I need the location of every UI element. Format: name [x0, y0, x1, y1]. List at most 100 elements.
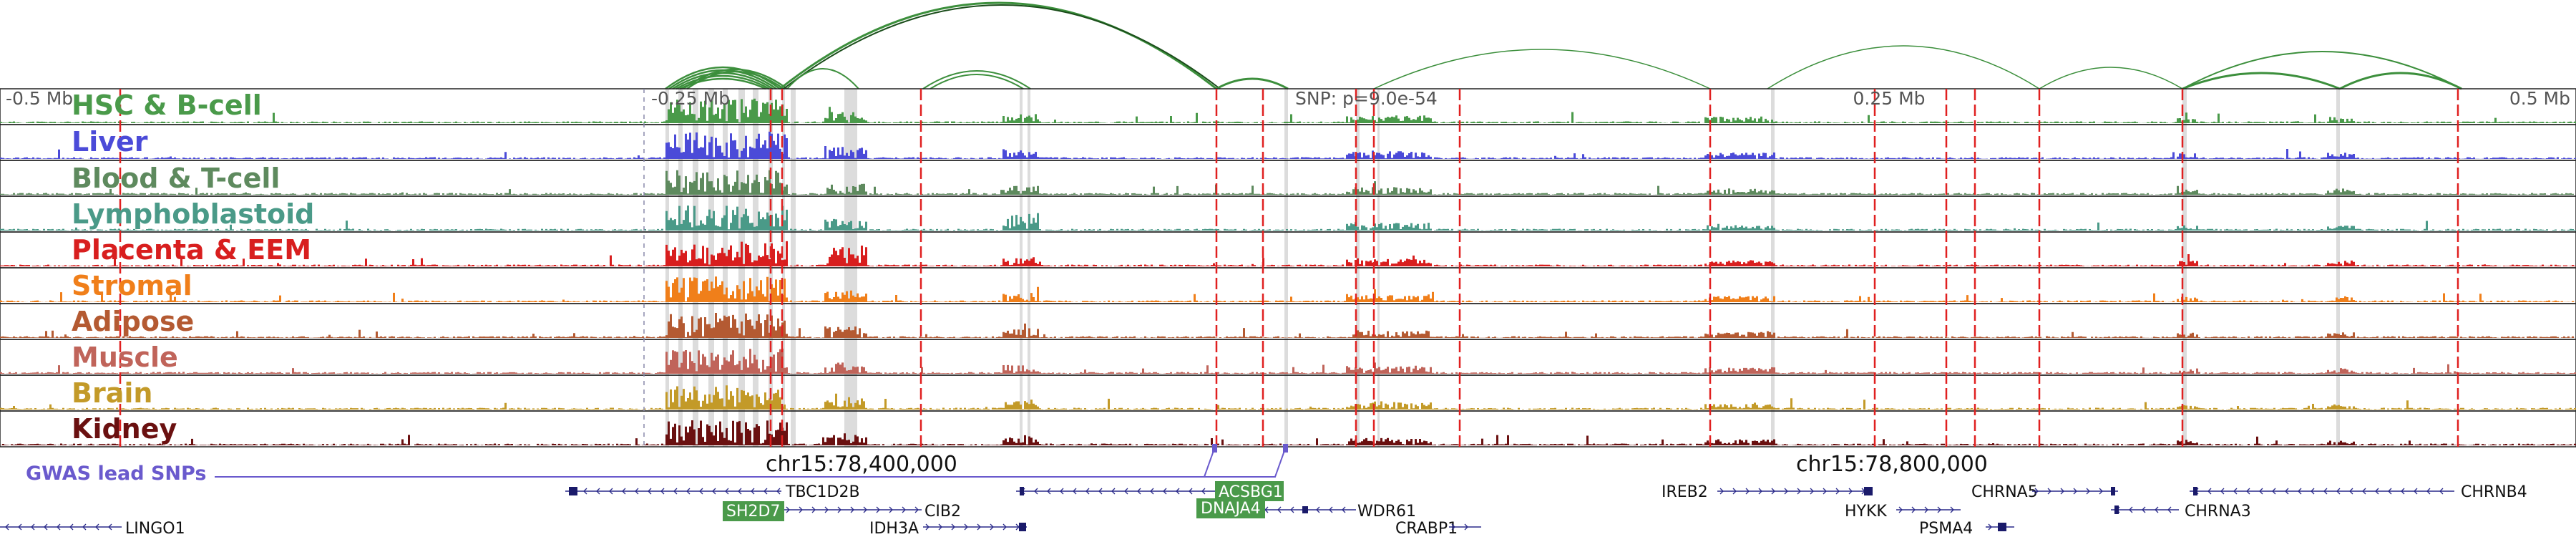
- gene-strand-hykk: [1937, 506, 1941, 513]
- gene-label-hykk: HYKK: [1845, 503, 1887, 521]
- gene-strand-chrnb4: [2375, 488, 2379, 495]
- gene-strand-acsbg1: [1189, 488, 1193, 495]
- gene-strand-cib2: [914, 506, 919, 513]
- interaction-arc-12: [1216, 77, 1289, 90]
- gene-highlight-dnaja4: [1196, 498, 1265, 518]
- gene-strand-chrna5: [2034, 488, 2039, 495]
- gene-strand-chrnb4: [2336, 488, 2341, 495]
- gene-strand-cib2: [786, 506, 790, 513]
- gene-label-chrna5: CHRNA5: [1971, 483, 2038, 501]
- track-label-liver: Liver: [72, 126, 148, 158]
- gene-strand-chrna5: [2086, 488, 2090, 495]
- gene-strand-lingo1: [82, 523, 87, 531]
- coordinate-label-1: chr15:78,400,000: [766, 452, 957, 477]
- gene-strand-tbc1d2b: [738, 488, 742, 495]
- gene-strand-wdr61: [1342, 506, 1346, 513]
- gene-exon-idh3a: [1019, 523, 1026, 531]
- gene-strand-chrna3: [2167, 506, 2172, 513]
- gene-label-tbc1d2b: TBC1D2B: [785, 483, 860, 501]
- gene-strand-idh3a: [925, 523, 930, 531]
- coordinate-labels: chr15:78,400,000 chr15:78,800,000: [766, 452, 1988, 477]
- interaction-arc-7: [779, 1, 1217, 90]
- gene-strand-tbc1d2b: [660, 488, 665, 495]
- gene-exon-ireb2: [1864, 487, 1873, 495]
- gene-strand-cib2: [876, 506, 880, 513]
- gene-strand-acsbg1: [1085, 488, 1090, 495]
- gene-strand-lingo1: [31, 523, 35, 531]
- gene-track: TBC1D2B CIB2 IDH3A WDR61 CRABP1 IREB2 HY…: [0, 481, 2527, 537]
- gene-strand-chrnb4: [2246, 488, 2250, 495]
- gene-strand-idh3a: [964, 523, 968, 531]
- gene-strand-lingo1: [18, 523, 22, 531]
- gene-strand-lingo1: [5, 523, 9, 531]
- gene-exon-tbc1d2b: [569, 487, 577, 495]
- gene-strand-idh3a: [1002, 523, 1007, 531]
- gwas-connector-1: [215, 446, 1216, 478]
- gene-strand-acsbg1: [1176, 488, 1180, 495]
- interaction-arc-9: [786, 68, 859, 90]
- gene-strand-chrnb4: [2388, 488, 2392, 495]
- gene-label-psma4: PSMA4: [1919, 520, 1973, 537]
- variant-lines: [119, 89, 2459, 447]
- gene-exon-psma4: [1998, 523, 2006, 531]
- gene-strand-chrnb4: [2207, 488, 2212, 495]
- gene-strand-cib2: [837, 506, 841, 513]
- gene-strand-chrna3: [2142, 506, 2146, 513]
- gene-strand-ireb2: [1810, 488, 1814, 495]
- gene-strand-cib2: [811, 506, 816, 513]
- gene-strand-chrnb4: [2259, 488, 2263, 495]
- gene-label-lingo1: LINGO1: [125, 520, 185, 537]
- gene-strand-chrna3: [2129, 506, 2133, 513]
- gene-strand-ireb2: [1732, 488, 1737, 495]
- gene-exon-acsbg1: [1020, 487, 1024, 495]
- gene-strand-chrnb4: [2298, 488, 2302, 495]
- gene-strand-chrna5: [2099, 488, 2103, 495]
- interaction-arc-11: [930, 74, 1024, 90]
- gene-strand-ireb2: [1758, 488, 1762, 495]
- gene-strand-cib2: [799, 506, 803, 513]
- interaction-arcs: [665, 1, 2462, 90]
- gene-strand-hykk: [1898, 506, 1903, 513]
- gene-strand-acsbg1: [1111, 488, 1116, 495]
- track-label-lymphoblastoid: Lymphoblastoid: [72, 198, 314, 230]
- gene-highlight-sh2d7: [723, 501, 784, 521]
- track-label-blood-t-cell: Blood & T-cell: [72, 163, 280, 194]
- gwas-label: GWAS lead SNPs: [26, 463, 206, 485]
- gene-strand-tbc1d2b: [648, 488, 652, 495]
- gwas-connector-2: [1204, 446, 1287, 478]
- track-label-hsc-b-cell: HSC & B-cell: [72, 90, 262, 121]
- gene-strand-psma4: [1988, 523, 1992, 531]
- scale-marker-minus-quarter: -0.25 Mb: [651, 88, 730, 109]
- gene-label-crabp1: CRABP1: [1395, 520, 1458, 537]
- interaction-arc-15: [2039, 67, 2183, 90]
- gene-strand-tbc1d2b: [609, 488, 613, 495]
- snp-pvalue-label: SNP: p=9.0e-54: [1295, 88, 1438, 109]
- gene-label-ireb2: IREB2: [1662, 483, 1708, 501]
- gene-strand-wdr61: [1329, 506, 1333, 513]
- gene-strand-lingo1: [95, 523, 99, 531]
- track-labels: HSC & B-cell Liver Blood & T-cell Lympho…: [72, 90, 314, 445]
- gene-label-idh3a: IDH3A: [869, 520, 919, 537]
- coordinate-label-2: chr15:78,800,000: [1796, 452, 1988, 477]
- gene-strand-ireb2: [1835, 488, 1840, 495]
- gene-exon-chrna3: [2114, 505, 2119, 514]
- track-label-placenta-eem: Placenta & EEM: [72, 234, 311, 266]
- gene-strand-chrna5: [2060, 488, 2064, 495]
- gene-strand-ireb2: [1771, 488, 1775, 495]
- gene-strand-chrnb4: [2272, 488, 2276, 495]
- gene-strand-chrnb4: [2401, 488, 2405, 495]
- track-label-adipose: Adipose: [72, 306, 194, 337]
- gwas-track: GWAS lead SNPs: [26, 444, 1288, 485]
- gene-highlight-acsbg1: [1215, 481, 1284, 501]
- gene-strand-ireb2: [1823, 488, 1827, 495]
- gene-strand-wdr61: [1277, 506, 1282, 513]
- gene-strand-chrnb4: [2349, 488, 2353, 495]
- gene-strand-ireb2: [1745, 488, 1750, 495]
- signal-tracks: [0, 88, 2576, 448]
- gene-strand-tbc1d2b: [635, 488, 639, 495]
- gene-strand-acsbg1: [1098, 488, 1103, 495]
- gene-strand-tbc1d2b: [596, 488, 600, 495]
- gene-strand-chrnb4: [2439, 488, 2444, 495]
- gene-strand-tbc1d2b: [583, 488, 587, 495]
- gene-strand-hykk: [1924, 506, 1928, 513]
